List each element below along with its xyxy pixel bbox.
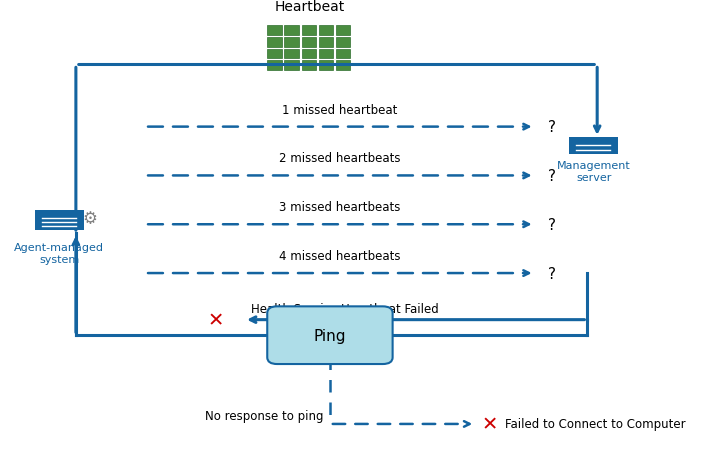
FancyBboxPatch shape <box>301 50 316 59</box>
FancyBboxPatch shape <box>284 61 299 71</box>
FancyBboxPatch shape <box>319 61 333 71</box>
Text: 2 missed heartbeats: 2 missed heartbeats <box>279 152 400 165</box>
Text: Ping: Ping <box>314 328 346 343</box>
Text: Management
server: Management server <box>557 161 631 182</box>
Text: ✕: ✕ <box>481 415 498 434</box>
Text: ⚙: ⚙ <box>82 209 97 227</box>
Text: Heartbeat: Heartbeat <box>275 0 346 15</box>
Text: Health Service Heartbeat Failed: Health Service Heartbeat Failed <box>251 303 439 315</box>
FancyBboxPatch shape <box>267 50 282 59</box>
FancyBboxPatch shape <box>319 38 333 48</box>
Text: Agent-managed
system: Agent-managed system <box>14 243 105 264</box>
FancyBboxPatch shape <box>319 50 333 59</box>
Text: ?: ? <box>547 266 556 281</box>
Text: No response to ping: No response to ping <box>205 409 324 422</box>
FancyBboxPatch shape <box>267 307 392 364</box>
FancyBboxPatch shape <box>319 26 333 36</box>
FancyBboxPatch shape <box>284 26 299 36</box>
Text: ?: ? <box>547 120 556 135</box>
FancyBboxPatch shape <box>284 50 299 59</box>
FancyBboxPatch shape <box>267 26 282 36</box>
FancyBboxPatch shape <box>336 38 351 48</box>
FancyBboxPatch shape <box>301 61 316 71</box>
FancyBboxPatch shape <box>35 211 84 230</box>
FancyBboxPatch shape <box>267 38 282 48</box>
FancyBboxPatch shape <box>336 61 351 71</box>
FancyBboxPatch shape <box>284 38 299 48</box>
Text: 4 missed heartbeats: 4 missed heartbeats <box>279 249 400 263</box>
FancyBboxPatch shape <box>336 26 351 36</box>
FancyBboxPatch shape <box>301 38 316 48</box>
Text: ✕: ✕ <box>208 310 225 329</box>
Text: 1 missed heartbeat: 1 missed heartbeat <box>282 103 397 116</box>
FancyBboxPatch shape <box>301 26 316 36</box>
FancyBboxPatch shape <box>570 137 619 155</box>
Text: Failed to Connect to Computer: Failed to Connect to Computer <box>505 418 685 430</box>
FancyBboxPatch shape <box>336 50 351 59</box>
FancyBboxPatch shape <box>267 61 282 71</box>
Text: ?: ? <box>547 168 556 183</box>
Text: ?: ? <box>547 217 556 232</box>
Text: 3 missed heartbeats: 3 missed heartbeats <box>279 201 400 214</box>
